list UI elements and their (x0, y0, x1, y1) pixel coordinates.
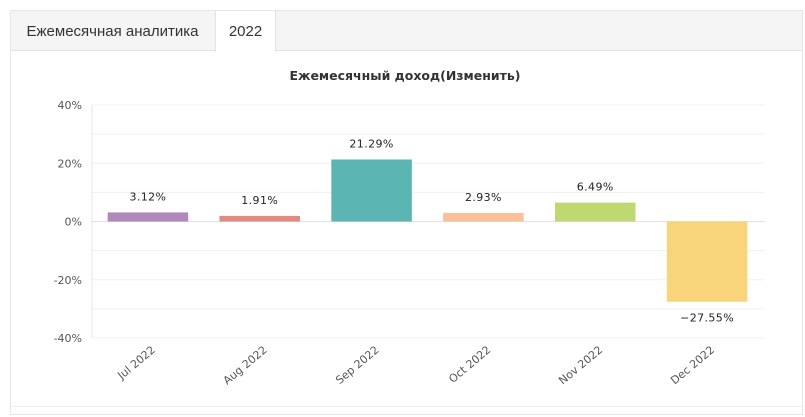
data-label: −27.55% (680, 312, 734, 325)
data-label: 6.49% (577, 181, 614, 194)
bar (107, 212, 189, 222)
x-axis: Jul 2022 Aug 2022 Sep 2022 Oct 2022 Nov 2022… (114, 343, 717, 387)
bar (554, 202, 636, 222)
y-tick-label: 40% (58, 99, 82, 112)
tab-monthly-analytics[interactable]: Ежемесячная аналитика (26, 23, 199, 40)
bar (219, 215, 301, 222)
x-tick-label: Aug 2022 (221, 343, 270, 387)
x-tick-label: Dec 2022 (668, 343, 717, 387)
bar (666, 221, 748, 302)
chart-bars (107, 159, 748, 302)
chart-grid (91, 104, 765, 339)
y-tick-label: -40% (54, 332, 82, 345)
bar (331, 159, 412, 222)
chart-title: Ежемесячный доход(Изменить) (289, 68, 520, 83)
x-tick-label: Jul 2022 (114, 343, 157, 382)
x-tick-label: Oct 2022 (446, 343, 493, 385)
bar (443, 212, 524, 222)
data-labels: 3.12% 1.91% 21.29% 2.93% 6.49% −27.55% (129, 137, 734, 325)
tab-bar: Ежемесячная аналитика 2022 (11, 11, 802, 52)
data-label: 2.93% (465, 191, 502, 204)
y-tick-label: 20% (58, 157, 82, 170)
y-axis: 40% 20% 0% -20% -40% (54, 99, 82, 345)
x-tick-label: Sep 2022 (333, 343, 381, 387)
panel-divider (11, 406, 802, 407)
x-tick-label: Nov 2022 (556, 343, 605, 387)
y-tick-label: 0% (65, 216, 82, 229)
tab-2022[interactable]: 2022 (215, 11, 276, 52)
y-tick-label: -20% (54, 274, 82, 287)
data-label: 21.29% (349, 137, 393, 150)
data-label: 1.91% (241, 194, 278, 207)
data-label: 3.12% (129, 190, 166, 203)
